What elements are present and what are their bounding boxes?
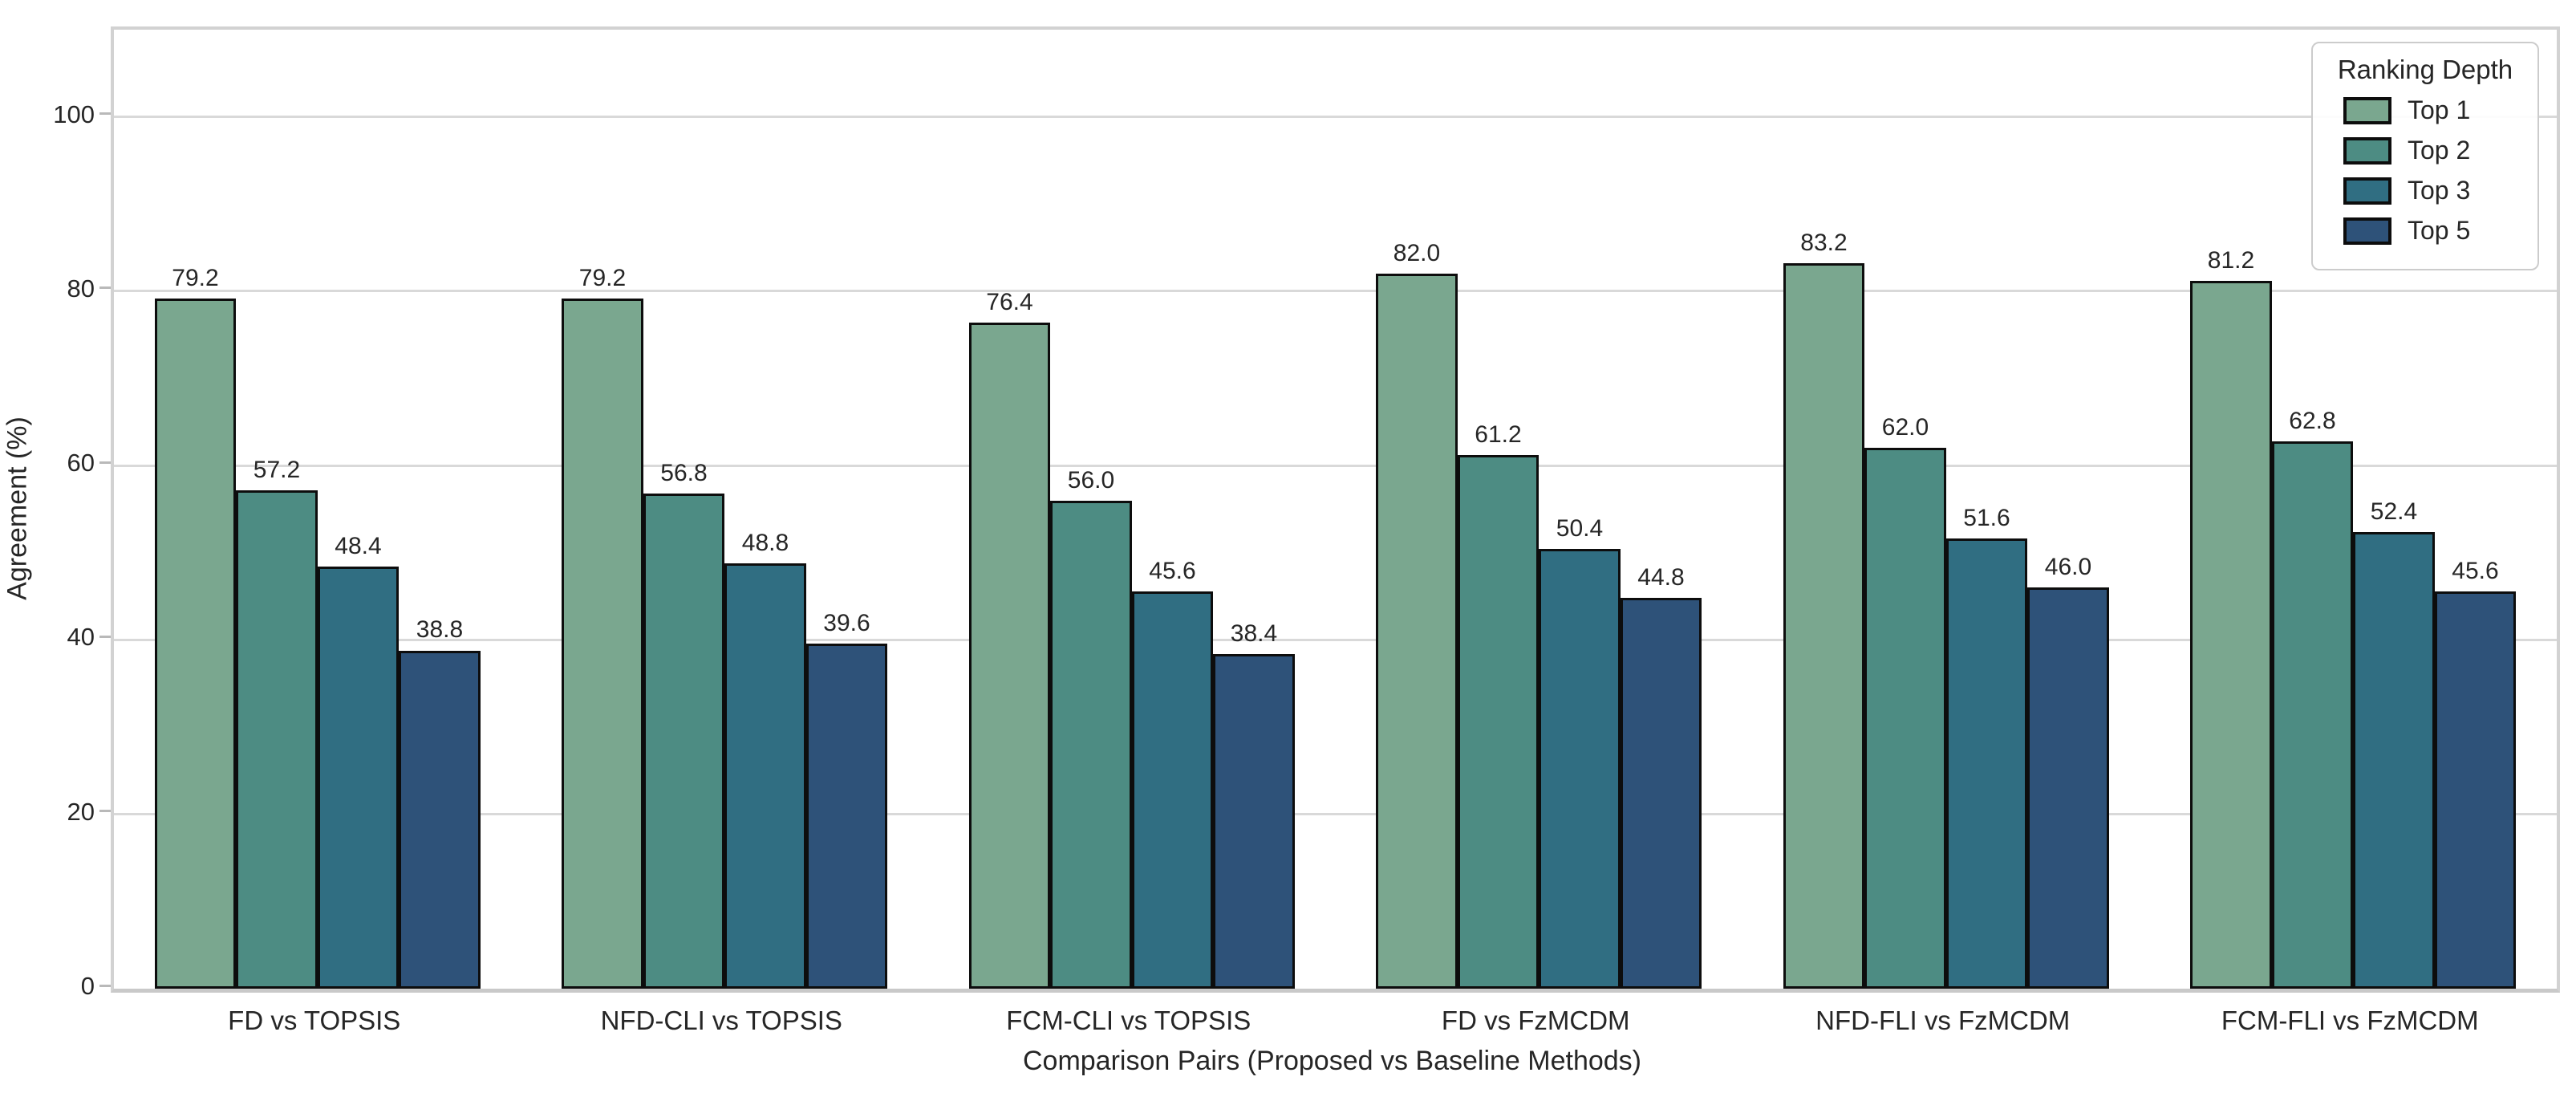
bar-top-3 <box>2353 531 2435 989</box>
x-tick-label: NFD-FLI vs FzMCDM <box>1815 1006 2071 1035</box>
bar-top-5 <box>1620 598 1702 989</box>
y-tick-label: 40 <box>67 623 95 652</box>
legend-entry: Top 2 <box>2343 136 2521 165</box>
y-tick-mark <box>99 810 111 813</box>
gridline <box>114 813 2557 816</box>
gridline <box>114 116 2557 119</box>
legend-swatch <box>2343 177 2391 205</box>
legend-title: Ranking Depth <box>2337 55 2513 84</box>
bar-top-3 <box>317 567 400 989</box>
plot-area: 79.2 57.2 48.4 38.8 79.2 56.8 48.8 39.6 76.4 56.0… <box>111 26 2560 993</box>
legend-entries: Top 1 Top 2 Top 3 Top 5 <box>2329 95 2521 246</box>
bar-top-1 <box>1376 274 1458 989</box>
x-axis-title: Comparison Pairs (Proposed vs Baseline M… <box>1022 1046 1641 1076</box>
y-tick-mark <box>99 635 111 638</box>
legend-swatch <box>2343 96 2391 124</box>
x-tick-label: NFD-CLI vs TOPSIS <box>600 1006 842 1035</box>
bar-top-5 <box>2027 587 2109 989</box>
bar-value-label: 61.2 <box>1475 421 1522 449</box>
bar-top-3 <box>1945 538 2028 989</box>
bar-value-label: 62.8 <box>2289 407 2336 434</box>
y-tick-mark <box>99 984 111 987</box>
bar-top-3 <box>1539 549 1621 989</box>
bar-top-1 <box>968 323 1051 989</box>
bar-value-label: 56.8 <box>660 459 708 486</box>
bar-value-label: 81.2 <box>2207 246 2255 274</box>
bar-top-5 <box>399 650 481 989</box>
bar-value-label: 38.4 <box>1230 620 1278 647</box>
bar-top-2 <box>643 493 725 989</box>
legend-entry-label: Top 3 <box>2408 176 2471 205</box>
bar-value-label: 51.6 <box>1963 505 2010 532</box>
bar-value-label: 45.6 <box>2452 557 2499 584</box>
bar-top-5 <box>2434 591 2517 989</box>
bar-top-2 <box>1864 448 1946 989</box>
legend-entry-label: Top 2 <box>2408 136 2471 165</box>
legend: Ranking Depth Top 1 Top 2 Top 3 Top 5 <box>2311 42 2539 270</box>
legend-swatch <box>2343 136 2391 165</box>
bar-top-5 <box>1213 653 1295 989</box>
y-tick-mark <box>99 112 111 116</box>
bar-top-3 <box>1131 591 1214 989</box>
x-tick-label: FCM-CLI vs TOPSIS <box>1006 1006 1251 1035</box>
y-tick-mark <box>99 286 111 290</box>
bar-value-label: 82.0 <box>1393 240 1441 267</box>
y-tick-label: 100 <box>53 100 95 128</box>
legend-entry: Top 1 <box>2343 95 2521 125</box>
y-axis-title: Agreement (%) <box>2 416 33 600</box>
legend-swatch <box>2343 217 2391 245</box>
y-tick-label: 0 <box>80 972 95 1000</box>
bar-value-label: 50.4 <box>1556 515 1604 542</box>
bar-top-1 <box>1783 263 1865 989</box>
bar-top-3 <box>724 563 806 989</box>
x-tick-label: FCM-FLI vs FzMCDM <box>2221 1006 2479 1035</box>
x-tick-label: FD vs FzMCDM <box>1441 1006 1630 1035</box>
bar-value-label: 52.4 <box>2370 498 2418 525</box>
bar-value-label: 62.0 <box>1881 414 1929 441</box>
bar-value-label: 46.0 <box>2044 554 2092 581</box>
legend-entry-label: Top 1 <box>2408 95 2471 124</box>
bar-top-1 <box>562 298 643 989</box>
bar-top-5 <box>805 643 888 989</box>
legend-entry: Top 5 <box>2343 216 2521 246</box>
bar-value-label: 48.4 <box>335 533 382 560</box>
y-tick-label: 60 <box>67 449 95 477</box>
y-tick-label: 80 <box>67 274 95 303</box>
y-tick-label: 20 <box>67 797 95 826</box>
bar-value-label: 56.0 <box>1067 466 1115 494</box>
bar-top-2 <box>2271 441 2354 989</box>
bar-value-label: 57.2 <box>253 456 301 483</box>
legend-entry: Top 3 <box>2343 176 2521 205</box>
bar-value-label: 76.4 <box>986 289 1033 316</box>
bar-value-label: 79.2 <box>578 264 627 291</box>
bar-top-2 <box>236 490 318 989</box>
gridline <box>114 638 2557 641</box>
bar-value-label: 44.8 <box>1637 564 1685 591</box>
bar-top-2 <box>1457 455 1540 989</box>
bar-top-1 <box>154 298 237 989</box>
bar-value-label: 45.6 <box>1149 557 1196 584</box>
bar-value-label: 38.8 <box>416 616 464 644</box>
bar-top-1 <box>2190 280 2272 989</box>
bar-value-label: 39.6 <box>823 609 870 636</box>
legend-entry-label: Top 5 <box>2408 216 2471 245</box>
x-tick-label: FD vs TOPSIS <box>228 1006 401 1035</box>
bar-value-label: 48.8 <box>741 529 789 556</box>
gridline <box>114 464 2557 467</box>
y-tick-mark <box>99 461 111 464</box>
bar-value-label: 83.2 <box>1800 230 1848 257</box>
bar-top-2 <box>1050 500 1132 989</box>
bar-value-label: 79.2 <box>172 264 219 291</box>
gridline <box>114 290 2557 293</box>
